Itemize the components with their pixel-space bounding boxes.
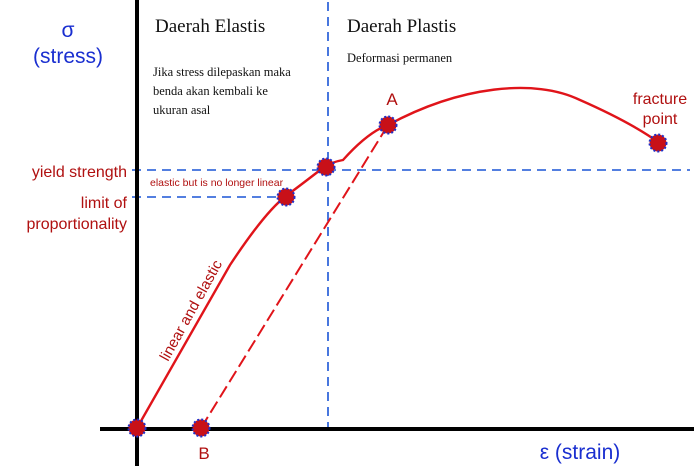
- y-axis-label: (stress): [33, 45, 103, 68]
- stress-strain-curve: [135, 86, 659, 429]
- limit-of-proportionality-point: [276, 187, 296, 207]
- unloading-line: [200, 124, 389, 429]
- fracture-point: [648, 133, 668, 153]
- fracture-label-1: fracture: [633, 91, 687, 108]
- plastic-region-title: Daerah Plastis: [347, 16, 456, 37]
- elastic-note-line-2: benda akan kembali ke: [153, 84, 268, 98]
- elastic-region-title: Daerah Elastis: [155, 16, 265, 37]
- point-a-label: A: [386, 90, 398, 109]
- limit-of-proportionality-label-1: limit of: [81, 195, 128, 212]
- limit-of-proportionality-label-2: proportionality: [27, 216, 128, 233]
- point-b-label: B: [198, 444, 209, 463]
- point-b: [191, 418, 211, 438]
- linear-elastic-label: linear and elastic: [157, 257, 227, 364]
- plastic-note: Deformasi permanen: [347, 51, 453, 65]
- yield-point: [316, 157, 336, 177]
- y-axis-symbol: σ: [62, 19, 75, 42]
- elastic-note-line-1: Jika stress dilepaskan maka: [153, 65, 291, 79]
- x-axis-label: ε (strain): [540, 441, 621, 464]
- elastic-note-line-3: ukuran asal: [153, 103, 211, 117]
- yield-strength-label: yield strength: [32, 164, 127, 181]
- point-a: [378, 115, 398, 135]
- origin-point: [127, 418, 147, 438]
- fracture-label-2: point: [643, 111, 678, 128]
- elastic-nonlinear-label: elastic but is no longer linear: [150, 177, 284, 189]
